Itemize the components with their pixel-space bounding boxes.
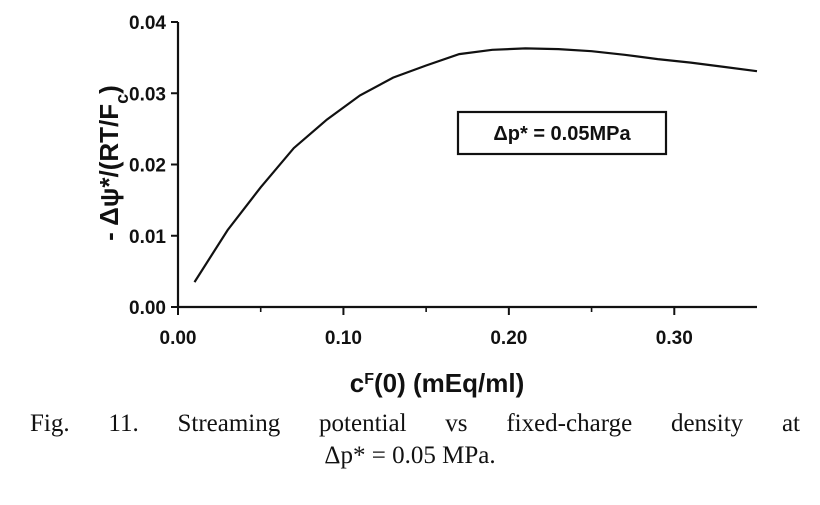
caption-line-2: Δp* = 0.05 MPa. [324, 442, 496, 469]
x-tick-label: 0.10 [325, 328, 362, 349]
y-tick-label: 0.01 [129, 227, 166, 248]
y-axis-label: - Δψ*/(RT/Fc) [94, 85, 132, 241]
y-tick-label: 0.04 [129, 13, 166, 34]
y-tick-label: 0.02 [129, 156, 166, 177]
y-tick-label: 0.03 [129, 84, 166, 105]
x-axis-label: cF(0) (mEq/ml) [350, 368, 524, 398]
x-tick-label: 0.30 [656, 328, 693, 349]
x-axis-ticks: 0.00 0.10 0.20 0.30 [160, 307, 693, 349]
chart: 0.00 0.10 0.20 0.30 0.00 0.01 0.02 0.03 0.04 Δp… [94, 13, 758, 398]
series-line [193, 47, 758, 283]
chart-axes [176, 22, 757, 309]
annotation-box: Δp* = 0.05MPa [456, 110, 668, 156]
y-axis-ticks: 0.00 0.01 0.02 0.03 0.04 [129, 13, 178, 319]
figure-caption: Fig. 11. Streaming potential vs fixed-ch… [0, 408, 820, 472]
annotation-text: Δp* = 0.05MPa [493, 123, 631, 145]
caption-line-1: Fig. 11. Streaming potential vs fixed-ch… [30, 410, 800, 437]
y-tick-label: 0.00 [129, 298, 166, 319]
x-tick-label: 0.00 [160, 328, 197, 349]
x-tick-label: 0.20 [490, 328, 527, 349]
